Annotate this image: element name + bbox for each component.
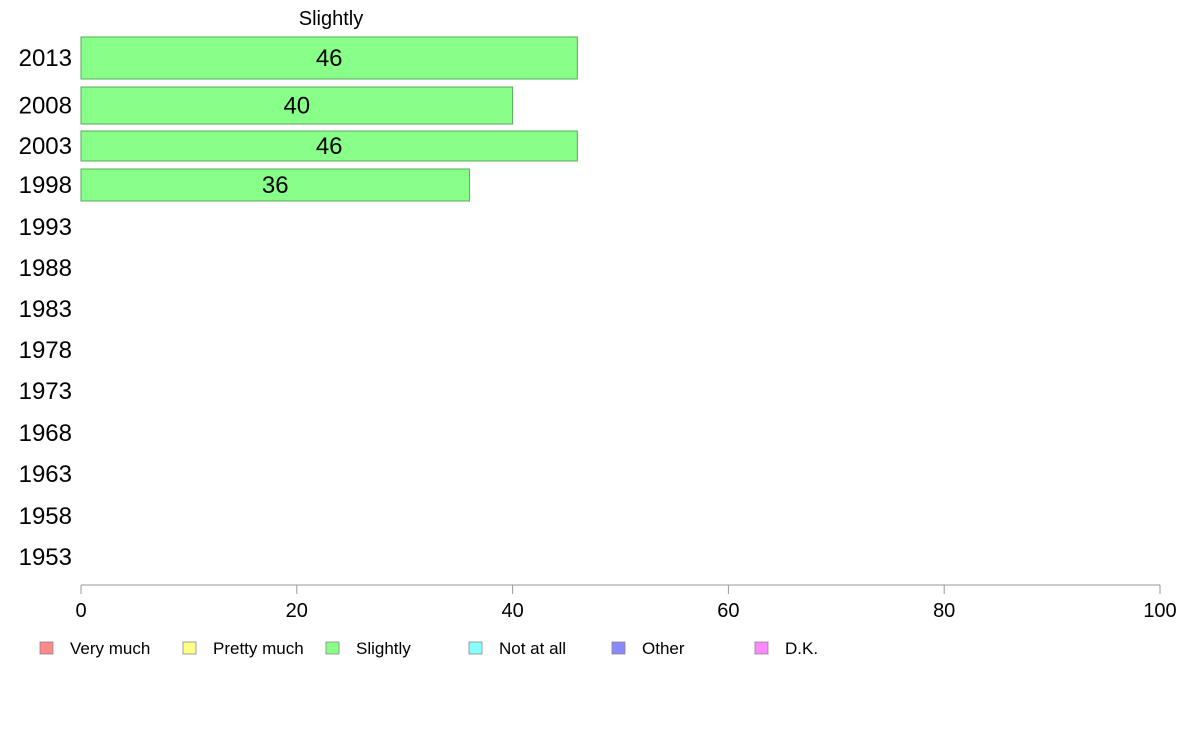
bar-value-label: 46 [316,45,343,72]
legend-label: Very much [70,639,150,658]
bar-value-label: 40 [283,93,310,120]
legend-swatch [182,641,197,655]
chart-title: Slightly [299,8,363,30]
year-label: 1998 [19,172,72,199]
legend-swatch [754,641,769,655]
x-ticks-group: 0 20 40 60 80 100 [75,585,1177,622]
bar-value-label: 46 [316,133,343,160]
legend: Very much Pretty much Slightly Not at all Ot… [39,639,818,658]
x-tick-label: 20 [286,600,308,622]
x-tick-label: 60 [717,600,739,622]
year-label: 1983 [19,296,72,323]
year-label: 1958 [19,503,72,530]
year-label: 1963 [19,461,72,488]
legend-label: D.K. [785,639,818,658]
year-label: 2008 [19,93,72,120]
x-tick-label: 40 [501,600,523,622]
year-label: 1978 [19,337,72,364]
x-tick-label: 0 [75,600,86,622]
year-label: 1953 [19,544,72,571]
year-label: 1988 [19,255,72,282]
year-label: 2003 [19,133,72,160]
year-labels-group: 2013 2008 2003 1998 1993 1988 1983 1978 1973 1968… [19,45,72,571]
legend-swatch [468,641,483,655]
year-label: 2013 [19,45,72,72]
year-label: 1993 [19,214,72,241]
bar-value-label: 36 [262,172,289,199]
x-tick-label: 80 [933,600,955,622]
bar [80,36,578,80]
legend-swatch [611,641,626,655]
year-label: 1973 [19,378,72,405]
bar [80,86,514,125]
legend-label: Pretty much [213,639,304,658]
bar [80,168,470,202]
x-tick-label: 100 [1143,600,1176,622]
legend-swatch [325,641,340,655]
legend-label: Slightly [356,639,411,658]
legend-label: Not at all [499,639,566,658]
bar [80,130,578,162]
legend-swatch [39,641,54,655]
year-label: 1968 [19,420,72,447]
legend-label: Other [642,639,685,658]
